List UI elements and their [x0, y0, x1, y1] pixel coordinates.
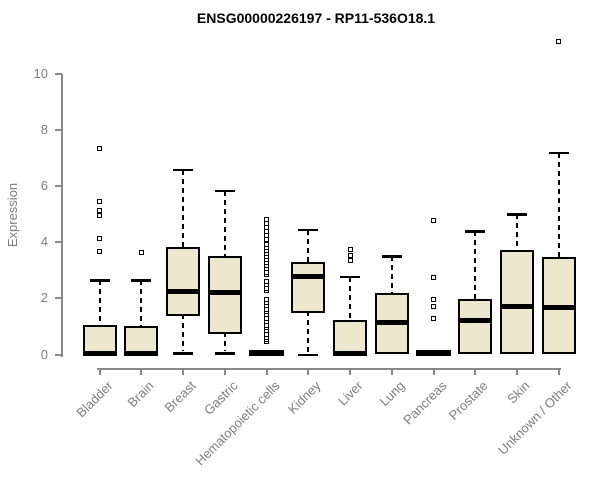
- x-tick-mark: [432, 369, 435, 375]
- y-tick-label: 0: [40, 346, 48, 362]
- upper-whisker-line: [182, 169, 184, 248]
- outlier-point-bladder: [97, 198, 102, 204]
- upper-whisker-cap: [131, 279, 152, 282]
- y-tick-mark: [55, 241, 62, 244]
- x-tick-mark: [265, 369, 268, 375]
- y-tick-mark: [55, 73, 62, 75]
- x-tick-mark: [349, 369, 351, 375]
- outlier-point-pancreas: [431, 296, 436, 302]
- upper-whisker-cap: [298, 228, 319, 232]
- median-line-breast: [166, 289, 200, 295]
- chart-title: ENSG00000226197 - RP11-536O18.1: [196, 10, 436, 26]
- x-tick-mark: [516, 369, 518, 375]
- x-tick-mark: [182, 369, 184, 375]
- x-tick-mark: [140, 369, 143, 375]
- outlier-point-hematopoietic-cells: [264, 297, 269, 303]
- y-axis-line: [61, 74, 63, 357]
- y-axis-label: Expression: [5, 182, 20, 248]
- y-tick-label: 2: [40, 290, 48, 306]
- box-skin: [500, 250, 534, 355]
- y-tick-label: 8: [40, 122, 48, 138]
- median-line-unknown-other: [541, 305, 576, 311]
- median-line-liver: [333, 350, 367, 356]
- outlier-point-bladder: [97, 145, 102, 151]
- y-tick-label: 6: [40, 178, 48, 194]
- outlier-point-pancreas: [431, 275, 436, 281]
- x-axis-line: [97, 368, 561, 370]
- lower-whisker-line: [182, 313, 184, 352]
- upper-whisker-cap: [173, 168, 193, 172]
- upper-whisker-cap: [214, 189, 235, 193]
- outlier-point-pancreas: [431, 304, 436, 310]
- lower-whisker-line: [223, 332, 226, 352]
- upper-whisker-line: [474, 231, 477, 300]
- outlier-point-liver: [347, 258, 353, 264]
- y-tick-mark: [55, 129, 62, 132]
- outlier-point-brain: [138, 250, 144, 256]
- outlier-point-pancreas: [431, 218, 436, 224]
- upper-whisker-cap: [507, 213, 527, 216]
- outlier-point-bladder: [97, 249, 102, 255]
- upper-whisker-line: [557, 152, 560, 257]
- upper-whisker-line: [390, 256, 393, 293]
- box-prostate: [458, 299, 493, 355]
- upper-whisker-cap: [340, 275, 360, 279]
- outlier-point-hematopoietic-cells: [264, 279, 269, 285]
- x-tick-mark: [474, 369, 477, 375]
- upper-whisker-line: [349, 276, 351, 320]
- median-line-prostate: [458, 318, 493, 324]
- x-tick-mark: [307, 369, 310, 375]
- lower-whisker-cap: [298, 353, 319, 356]
- outlier-point-bladder: [97, 213, 102, 219]
- y-tick-label: 4: [40, 234, 48, 250]
- outlier-point-bladder: [97, 208, 102, 214]
- upper-whisker-cap: [89, 279, 110, 282]
- outlier-point-unknown-other: [556, 38, 562, 44]
- outlier-point-liver: [347, 246, 353, 252]
- y-tick-label: 10: [33, 66, 48, 81]
- upper-whisker-line: [516, 214, 518, 251]
- y-tick-mark: [55, 297, 62, 300]
- median-line-gastric: [207, 290, 242, 295]
- upper-whisker-cap: [465, 230, 486, 233]
- outlier-point-hematopoietic-cells: [264, 242, 269, 248]
- median-line-hematopoietic-cells: [249, 350, 284, 357]
- box-liver: [333, 319, 367, 355]
- x-tick-mark: [98, 369, 101, 375]
- outlier-point-hematopoietic-cells: [264, 217, 269, 223]
- median-line-bladder: [82, 350, 117, 356]
- outlier-point-pancreas: [431, 315, 436, 321]
- lower-whisker-cap: [173, 352, 193, 355]
- median-line-lung: [374, 319, 409, 325]
- upper-whisker-line: [223, 190, 226, 256]
- upper-whisker-cap: [381, 255, 402, 258]
- lower-whisker-line: [307, 310, 310, 353]
- y-tick-mark: [55, 353, 62, 356]
- x-tick-mark: [223, 369, 226, 375]
- upper-whisker-line: [98, 280, 101, 326]
- upper-whisker-cap: [548, 151, 569, 155]
- median-line-skin: [500, 303, 534, 309]
- box-gastric: [207, 255, 242, 335]
- outlier-point-liver: [347, 253, 353, 259]
- outlier-point-bladder: [97, 235, 102, 241]
- median-line-kidney: [291, 274, 326, 280]
- box-kidney: [291, 262, 326, 313]
- y-tick-mark: [55, 185, 62, 188]
- median-line-pancreas: [416, 350, 451, 357]
- lower-whisker-cap: [214, 352, 235, 355]
- x-tick-mark: [390, 369, 393, 375]
- box-breast: [166, 247, 200, 316]
- upper-whisker-line: [307, 229, 310, 263]
- x-tick-mark: [557, 369, 560, 375]
- upper-whisker-line: [140, 280, 143, 326]
- median-line-brain: [124, 350, 159, 356]
